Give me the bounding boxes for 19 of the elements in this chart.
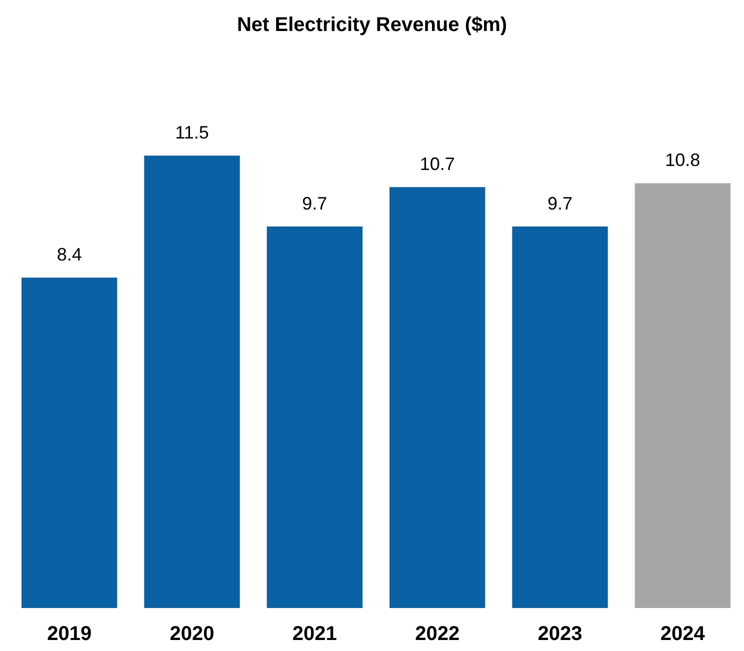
data-label: 11.5 <box>175 122 209 143</box>
bar <box>266 226 363 608</box>
x-tick-label: 2023 <box>538 623 582 645</box>
x-tick-label: 2020 <box>170 623 214 645</box>
data-label: 8.4 <box>56 244 82 265</box>
x-tick-label: 2022 <box>415 623 460 645</box>
data-label: 10.8 <box>665 150 700 170</box>
bar <box>512 226 608 608</box>
x-tick-label: 2019 <box>47 623 92 645</box>
data-label: 9.7 <box>547 193 573 214</box>
x-tick-label: 2024 <box>660 623 706 645</box>
x-tick-label: 2021 <box>292 623 337 645</box>
bar <box>144 156 240 608</box>
bar <box>389 187 486 608</box>
chart-title: Net Electricity Revenue ($m) <box>236 14 508 36</box>
bar <box>634 183 731 608</box>
data-label: 9.7 <box>302 193 328 214</box>
data-label: 10.7 <box>420 154 455 174</box>
bar <box>21 278 118 608</box>
